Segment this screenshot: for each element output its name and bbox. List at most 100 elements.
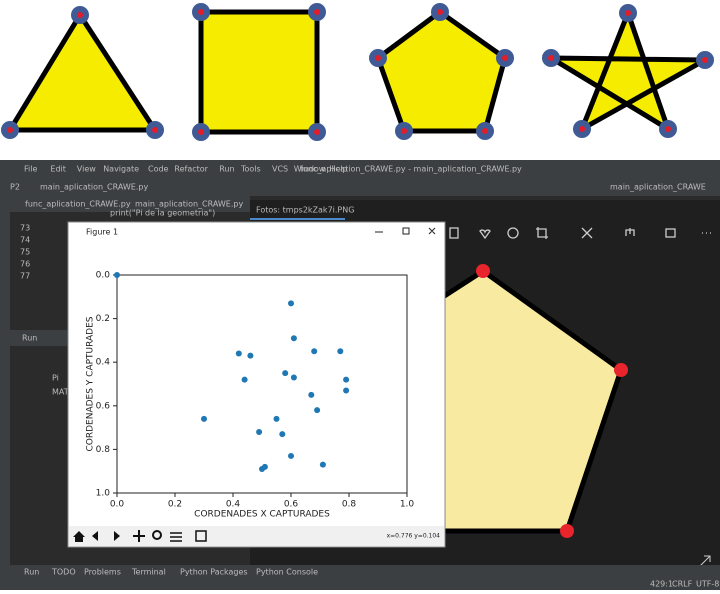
status-position: 429:1 [650,580,673,589]
project-icon: P2 [10,183,20,192]
tool-tabs [0,565,720,577]
console-line: Pi [52,374,59,383]
point [311,348,318,355]
tool-tab[interactable]: Run [24,568,39,577]
zoom-button[interactable] [152,530,162,540]
line-number: 74 [20,236,30,245]
status-encoding: UTF-8 [696,580,719,589]
menu: File Edit View Navigate Code Refactor Run Tools… [24,165,348,174]
menu-item[interactable]: VCS [272,165,288,174]
favorite-icon[interactable] [479,229,491,240]
menu-bar [0,160,720,178]
tool-tab[interactable]: Python Packages [180,568,248,577]
shapes [5,5,715,135]
window-title: func_aplication_CRAWE.py - main_aplicati… [300,165,522,174]
star [541,5,715,135]
menu-item[interactable]: Run [219,165,234,174]
x-tick-label: 0.0 [110,500,125,510]
point [314,407,321,414]
menu-item[interactable]: Code [148,165,169,174]
y-tick-label: 1.0 [96,489,111,499]
rotate-icon[interactable] [507,227,519,239]
x-tick-label: 0.4 [226,500,241,510]
save-button[interactable] [195,530,207,542]
menu-item[interactable]: Refactor [174,165,208,174]
point [343,387,350,394]
delete-icon[interactable] [449,227,459,239]
menu-item[interactable]: Navigate [103,165,139,174]
home-button[interactable] [73,531,85,542]
photo-vertex [614,363,628,377]
line-number: 76 [20,260,30,269]
status-bar [0,577,720,590]
editor-tab[interactable]: main_aplication_CRAWE.py [135,200,243,209]
tool-tab[interactable]: TODO [51,568,76,577]
pentagon [375,8,508,134]
photo-tab-underline [250,218,345,220]
figure-toolbar [69,526,444,546]
expand-icon[interactable] [699,555,711,567]
photo-vertex [476,264,490,278]
forward-button[interactable] [114,531,120,541]
edit-icon[interactable] [581,227,593,239]
editor-tab[interactable]: func_aplication_CRAWE.py [25,200,131,209]
tool-tab[interactable]: Problems [84,568,121,577]
point [114,272,120,278]
back-button[interactable] [92,531,98,541]
plot: 0.0 0.2 0.4 0.6 0.8 1.00.00.20.40.60.81.0 [96,271,415,510]
tool-tab[interactable]: Terminal [131,568,166,577]
run-tab[interactable]: Run [22,334,37,343]
console-line: MAT [52,388,69,397]
bottom-tabs: Run TODO Problems Terminal Python Packages Py… [24,568,318,577]
run-config[interactable]: main_aplication_CRAWE [610,183,706,192]
triangle [5,10,160,133]
point [290,335,297,342]
point [279,431,286,438]
point [235,350,242,357]
x-tick-label: 0.2 [168,500,182,510]
point [288,452,294,459]
tool-tab[interactable]: Python Console [256,568,318,577]
configure-button[interactable] [170,532,182,542]
tab-bar [10,196,250,212]
side-strip [0,196,10,576]
point [337,348,344,355]
status-eol: CRLF [672,580,693,589]
point [288,300,294,307]
photo-title: Fotos: tmps2kZak7i.PNG [256,206,354,215]
point [343,376,350,383]
photo-toolbar [449,227,711,240]
menu-item[interactable]: Edit [50,165,66,174]
window-controls[interactable] [375,227,436,235]
menu-item[interactable]: View [77,165,96,174]
run-header [10,330,70,346]
menu-item[interactable]: Tools [240,165,261,174]
y-tick-label: 0.4 [96,358,111,368]
project-file[interactable]: main_aplication_CRAWE.py [40,183,148,192]
cursor-coords: x=0.776 y=0.104 [387,533,441,540]
crop-icon[interactable] [536,227,548,239]
point [273,415,280,422]
pan-button[interactable] [133,530,145,542]
code-line: print("Pi de la geometria") [110,209,215,218]
point [282,370,289,377]
y-tick-label: 0.2 [96,314,110,324]
x-tick-label: 0.8 [342,500,357,510]
toolbar-icons [73,530,207,542]
point [241,376,248,383]
menu-item[interactable]: File [24,165,37,174]
x-tick-label: 1.0 [400,500,415,510]
menu-item[interactable]: Help [329,165,347,174]
figure-title: Figure 1 [86,228,118,237]
menu-item[interactable]: Window [294,165,326,174]
point [259,466,265,473]
photo-vertex [560,524,574,538]
y-tick-label: 0.6 [96,401,111,411]
share-icon[interactable] [625,228,635,236]
y-tick-label: 0.8 [96,445,111,455]
point [290,374,297,381]
print-icon[interactable] [665,228,676,238]
square [198,9,320,135]
line-numbers: 73 74 75 76 77 [20,224,30,281]
